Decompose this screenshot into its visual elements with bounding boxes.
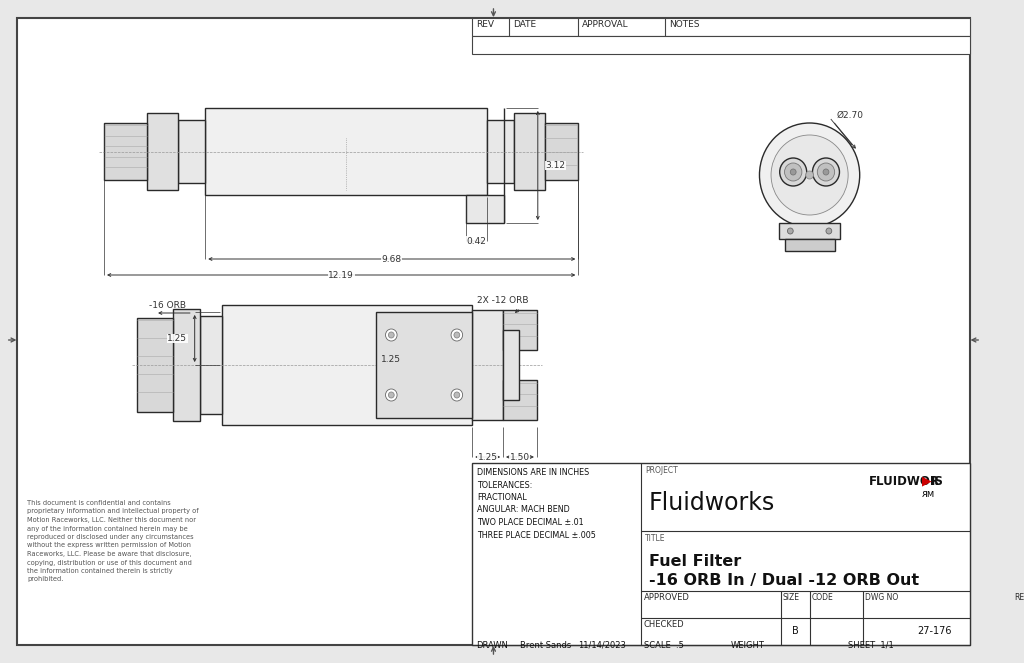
Text: 0.42: 0.42 (466, 237, 486, 245)
Text: DATE: DATE (513, 20, 536, 29)
Circle shape (454, 392, 460, 398)
Text: Ø2.70: Ø2.70 (837, 111, 863, 119)
Text: IS: IS (931, 475, 944, 487)
Text: REV: REV (476, 20, 495, 29)
Text: 2X -12 ORB: 2X -12 ORB (477, 296, 528, 305)
Text: NOTES: NOTES (669, 20, 699, 29)
Text: REV: REV (1014, 593, 1024, 602)
Bar (503, 380, 537, 420)
Text: -16 ORB: -16 ORB (150, 301, 186, 310)
Text: PROJECT: PROJECT (645, 466, 678, 475)
Text: DWG NO: DWG NO (864, 593, 898, 602)
Bar (466, 195, 504, 223)
Circle shape (454, 332, 460, 338)
Circle shape (791, 169, 796, 175)
Circle shape (771, 135, 848, 215)
Bar (545, 123, 579, 180)
Circle shape (823, 169, 828, 175)
Text: CHECKED: CHECKED (644, 620, 684, 629)
Bar (472, 463, 970, 645)
Bar (137, 318, 173, 412)
Circle shape (787, 228, 794, 234)
Text: DRAWN: DRAWN (476, 640, 508, 650)
Text: 1.50: 1.50 (510, 453, 530, 461)
Circle shape (385, 389, 397, 401)
Bar (173, 309, 201, 421)
Text: CODE: CODE (811, 593, 834, 602)
Circle shape (826, 228, 831, 234)
Text: Fluidworks: Fluidworks (648, 491, 775, 515)
Bar (178, 120, 205, 183)
Text: DIMENSIONS ARE IN INCHES
TOLERANCES:
FRACTIONAL
ANGULAR: MACH BEND
TWO PLACE DEC: DIMENSIONS ARE IN INCHES TOLERANCES: FRA… (477, 468, 596, 540)
Circle shape (388, 392, 394, 398)
Circle shape (451, 389, 463, 401)
Text: This document is confidential and contains
proprietary information and intellect: This document is confidential and contai… (27, 500, 199, 583)
Bar (778, 223, 841, 239)
Text: 3.12: 3.12 (545, 161, 565, 170)
Text: Brent Sands: Brent Sands (520, 640, 571, 650)
Text: 1.25: 1.25 (167, 334, 187, 343)
Text: APPROVAL: APPROVAL (582, 20, 629, 29)
Bar (503, 330, 518, 400)
Circle shape (806, 171, 813, 179)
Bar (486, 120, 514, 183)
Bar (514, 113, 545, 190)
Text: ▶: ▶ (923, 475, 932, 487)
Bar (147, 113, 178, 190)
Bar (472, 36, 970, 54)
Text: 9.68: 9.68 (382, 255, 401, 263)
Bar (472, 18, 970, 36)
Text: FLUIDWOR: FLUIDWOR (868, 475, 939, 487)
Text: 1.25: 1.25 (477, 453, 498, 461)
Text: WEIGHT: WEIGHT (730, 640, 765, 650)
Bar (221, 305, 472, 425)
Circle shape (451, 329, 463, 341)
Text: 27-176: 27-176 (918, 627, 952, 636)
Circle shape (812, 158, 840, 186)
Text: ᴙᴍ: ᴙᴍ (922, 489, 935, 499)
Text: TITLE: TITLE (645, 534, 666, 543)
Text: 12.19: 12.19 (329, 271, 354, 280)
Circle shape (779, 158, 807, 186)
Bar (205, 108, 486, 195)
Circle shape (760, 123, 860, 227)
Text: Fuel Filter
-16 ORB In / Dual -12 ORB Out: Fuel Filter -16 ORB In / Dual -12 ORB Ou… (648, 554, 919, 588)
Bar (503, 310, 537, 350)
Bar (376, 312, 472, 418)
Circle shape (817, 163, 835, 181)
Text: SIZE: SIZE (782, 593, 800, 602)
Text: SCALE  .5: SCALE .5 (644, 640, 684, 650)
Text: 11/14/2023: 11/14/2023 (579, 640, 626, 650)
Bar (104, 123, 147, 180)
Bar (201, 316, 221, 414)
Text: SHEET  1/1: SHEET 1/1 (848, 640, 894, 650)
Circle shape (784, 163, 802, 181)
Text: B: B (792, 627, 799, 636)
Circle shape (388, 332, 394, 338)
Bar (472, 310, 503, 420)
Bar (784, 239, 835, 251)
Text: 1.25: 1.25 (381, 355, 400, 364)
Circle shape (385, 329, 397, 341)
Text: APPROVED: APPROVED (644, 593, 690, 602)
